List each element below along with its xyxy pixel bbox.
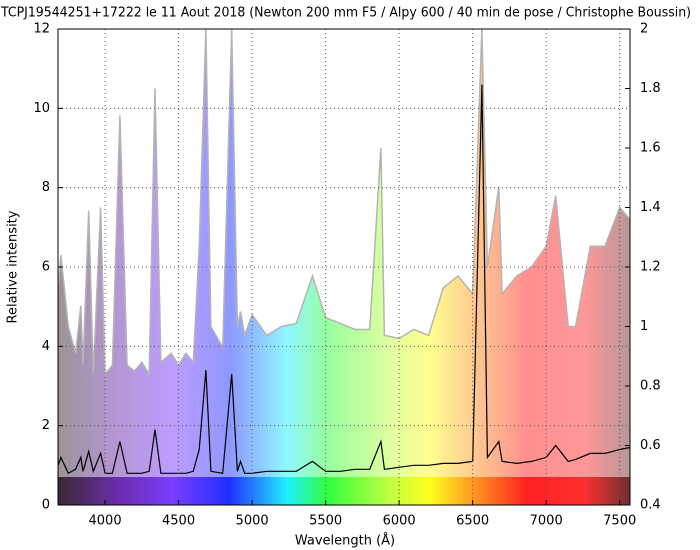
y-tick-label: 6 bbox=[42, 260, 50, 275]
x-tick-label: 6000 bbox=[383, 514, 416, 529]
x-tick-label: 6500 bbox=[456, 514, 489, 529]
x-axis-label: Wavelength (Å) bbox=[295, 533, 395, 549]
y-tick-label: 2 bbox=[42, 418, 50, 433]
y2-tick-label: 0.8 bbox=[640, 379, 661, 394]
chart-title: TCPJ19544251+17222 le 11 Aout 2018 (Newt… bbox=[0, 6, 691, 21]
spectrum-area bbox=[58, 29, 630, 505]
y-tick-label: 4 bbox=[42, 339, 50, 354]
x-tick-label: 5000 bbox=[236, 514, 269, 529]
y-tick-label: 8 bbox=[42, 180, 50, 195]
y2-tick-label: 1.2 bbox=[640, 260, 661, 275]
spectrum-band bbox=[58, 477, 630, 505]
y-tick-label: 0 bbox=[42, 498, 50, 513]
spectrum-line bbox=[57, 28, 631, 377]
x-tick-label: 7500 bbox=[603, 514, 636, 529]
y2-tick-label: 1.4 bbox=[640, 200, 661, 215]
x-tick-label: 4000 bbox=[89, 514, 122, 529]
y-tick-label: 10 bbox=[33, 101, 50, 116]
y2-tick-label: 1.6 bbox=[640, 141, 661, 156]
y2-tick-label: 2 bbox=[640, 22, 648, 37]
y2-tick-label: 1.8 bbox=[640, 81, 661, 96]
y2-tick-label: 0.4 bbox=[640, 498, 661, 513]
y2-tick-label: 0.6 bbox=[640, 438, 661, 453]
y-tick-label: 12 bbox=[33, 22, 50, 37]
y2-tick-label: 1 bbox=[640, 319, 648, 334]
x-tick-label: 5500 bbox=[309, 514, 342, 529]
x-tick-label: 4500 bbox=[162, 514, 195, 529]
y-axis-label: Relative intensity bbox=[6, 210, 21, 323]
x-tick-label: 7000 bbox=[530, 514, 563, 529]
